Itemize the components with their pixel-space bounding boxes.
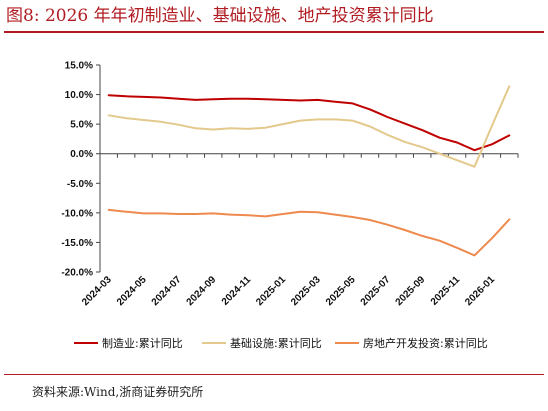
x-tick-label: 2024-09 [185,274,219,308]
source-rule [4,374,544,375]
legend-label-1: 制造业:累计同比 [102,336,183,350]
series-line-3 [107,208,511,257]
y-tick-label: -10.0% [61,208,93,219]
y-tick-label: 15.0% [65,61,93,72]
x-tick-label: 2024-07 [150,274,184,308]
x-tick-label: 2026-01 [463,274,497,308]
y-tick-label: -15.0% [61,238,93,249]
y-tick-label: 5.0% [70,120,93,131]
y-tick-label: -5.0% [67,179,93,190]
series-line-1 [107,94,511,152]
chart-legend: 制造业:累计同比 基础设施:累计同比 房地产开发投资:累计同比 [74,336,488,350]
y-tick-label: 0.0% [70,149,93,160]
y-tick-label: -20.0% [61,268,93,279]
x-tick-label: 2025-03 [289,274,323,308]
source-note: 资料来源:Wind,浙商证券研究所 [32,385,204,399]
x-tick-label: 2025-07 [359,274,393,308]
chart-axes: 15.0% 10.0% 5.0% 0.0% -5.0% -10.0% -15.0% -20.0… [61,61,519,308]
x-tick-label: 2025-01 [254,274,288,308]
x-tick-label: 2024-05 [115,274,149,308]
x-tick-label: 2025-05 [324,274,358,308]
x-tick-label: 2025-11 [429,274,463,308]
x-tick-label: 2025-09 [394,274,428,308]
figure-title: 图8: 2026 年年初制造业、基础设施、地产投资累计同比 [6,6,434,26]
legend-label-2: 基础设施:累计同比 [230,337,322,350]
chart-series [107,85,511,257]
title-rule [4,31,544,33]
series-line-2 [107,85,511,168]
x-tick-label: 2024-11 [220,274,254,308]
x-tick-label: 2024-03 [80,274,114,308]
y-tick-label: 10.0% [65,90,93,101]
legend-label-3: 房地产开发投资:累计同比 [363,336,488,350]
